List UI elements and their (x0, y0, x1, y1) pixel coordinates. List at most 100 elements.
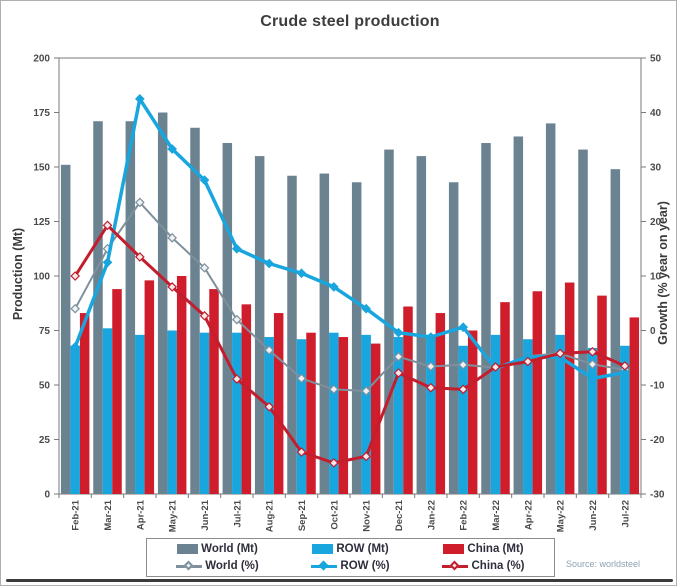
world-pct-line-icon (176, 560, 203, 571)
legend-label: ROW (%) (340, 560, 390, 573)
marker-china-pct-Jan-22 (425, 382, 436, 393)
x-category-label: May-21 (168, 499, 179, 532)
marker-row-pct-May-21 (167, 144, 178, 154)
legend-label: World (%) (205, 560, 259, 573)
bar-world-mt-Apr-21 (125, 121, 136, 494)
legend-item-china-mt: China (Mt) (417, 543, 550, 555)
marker-china-pct-Nov-21 (361, 451, 372, 462)
x-category-label: May-22 (556, 500, 567, 532)
bar-world-mt-Nov-21 (351, 182, 362, 494)
marker-row-pct-Aug-21 (264, 258, 275, 269)
marker-world-pct-May-21 (167, 233, 178, 243)
bar-world-mt-Jun-21 (190, 127, 200, 494)
bar-row-mt-Mar-22 (490, 334, 501, 494)
diamond-marker-icon (318, 560, 329, 571)
left-tick-label: 100 (33, 272, 50, 283)
marker-china-pct-Mar-22 (490, 362, 501, 372)
marker-china-pct-Feb-21 (70, 271, 81, 281)
x-category-label: Jul-22 (620, 500, 631, 527)
bar-china-mt-Jun-22 (597, 295, 607, 494)
right-tick-label: 10 (650, 272, 662, 283)
marker-row-pct-Dec-21 (393, 327, 404, 338)
marker-china-pct-Jul-22 (619, 361, 630, 371)
left-tick-label: 200 (33, 54, 50, 65)
bar-china-mt-Jun-21 (209, 289, 219, 494)
right-tick-label: -10 (650, 381, 665, 392)
bar-row-mt-May-21 (167, 330, 177, 494)
bar-world-mt-Sep-21 (287, 175, 297, 494)
marker-china-pct-Jul-21 (231, 374, 242, 384)
bar-china-mt-Apr-22 (532, 291, 543, 494)
left-tick-label: 25 (39, 435, 51, 446)
line-row-pct (73, 97, 627, 381)
marker-world-pct-Jan-22 (425, 361, 436, 372)
right-tick-label: 0 (650, 326, 656, 337)
right-tick-label: -30 (650, 490, 665, 501)
bar-row-mt-Apr-21 (135, 334, 145, 494)
bar-row-mt-Feb-22 (458, 345, 468, 494)
diamond-marker-icon (183, 560, 194, 571)
bar-china-mt-Sep-21 (306, 332, 316, 494)
left-tick-label: 50 (39, 381, 51, 392)
legend-item-world-mt: World (Mt) (151, 543, 284, 555)
right-tick-label: 20 (650, 217, 662, 228)
bar-world-mt-Jul-22 (610, 169, 621, 494)
right-tick-label: 50 (650, 54, 662, 65)
x-category-label: Mar-22 (491, 500, 502, 531)
x-category-label: Jan-22 (426, 500, 437, 530)
marker-china-pct-Jun-21 (199, 310, 210, 321)
bar-row-mt-Nov-21 (361, 334, 371, 494)
marker-row-pct-Sep-21 (296, 268, 307, 279)
bar-world-mt-Dec-21 (384, 149, 394, 494)
x-category-label: Feb-22 (459, 500, 470, 531)
marker-china-pct-Aug-21 (264, 401, 275, 412)
world-mt-swatch (177, 543, 199, 554)
left-tick-label: 75 (39, 326, 51, 337)
left-tick-label: 175 (33, 108, 50, 119)
bar-row-mt-Mar-21 (102, 328, 113, 494)
right-tick-label: 40 (650, 108, 662, 119)
marker-row-pct-Jan-22 (425, 332, 436, 342)
marker-world-pct-Feb-22 (458, 359, 469, 370)
marker-row-pct-Jun-21 (199, 175, 210, 185)
bar-row-mt-Jul-22 (620, 345, 630, 494)
markers-row-pct (70, 94, 630, 384)
marker-row-pct-Jun-22 (587, 373, 598, 384)
bar-china-mt-Feb-21 (79, 313, 90, 494)
x-category-label: Apr-22 (523, 500, 534, 530)
bars-row-mt (70, 328, 630, 494)
legend-label: China (Mt) (467, 542, 524, 555)
left-tick-label: 125 (33, 217, 50, 228)
marker-china-pct-Apr-22 (522, 356, 533, 367)
right-tick-label: 30 (650, 163, 662, 174)
bar-china-mt-May-21 (176, 276, 187, 494)
x-category-label: Nov-21 (362, 499, 373, 531)
x-category-label: Feb-21 (71, 499, 82, 530)
marker-china-pct-Oct-21 (328, 458, 339, 468)
marker-world-pct-Sep-21 (296, 373, 307, 384)
x-category-label: Jun-21 (200, 499, 211, 530)
bar-world-mt-Jul-21 (222, 143, 233, 494)
marker-china-pct-Apr-21 (134, 252, 145, 262)
legend: World (Mt) ROW (Mt) China (Mt) World (%) ROW… (146, 538, 555, 577)
bar-row-mt-Jun-22 (587, 347, 598, 494)
legend-item-row-mt: ROW (Mt) (284, 543, 417, 555)
bar-row-mt-Jun-21 (199, 332, 210, 494)
bar-row-mt-Feb-21 (70, 345, 80, 494)
bar-world-mt-Jan-22 (416, 156, 427, 494)
bar-world-mt-Mar-21 (93, 121, 103, 494)
bar-china-mt-Feb-22 (467, 330, 478, 494)
marker-world-pct-Jun-22 (587, 359, 598, 370)
bar-row-mt-Oct-21 (329, 332, 339, 494)
legend-item-row-pct: ROW (%) (284, 560, 417, 572)
marker-world-pct-Feb-21 (70, 303, 81, 314)
x-category-label: Jun-22 (588, 500, 599, 531)
x-category-label: Apr-21 (135, 499, 146, 530)
legend-label: ROW (Mt) (336, 542, 389, 555)
x-category-label: Jul-21 (232, 499, 243, 527)
marker-row-pct-Mar-21 (102, 257, 113, 268)
x-category-label: Sep-21 (297, 499, 308, 531)
line-china-pct (73, 223, 627, 465)
marker-china-pct-Sep-21 (296, 447, 307, 457)
